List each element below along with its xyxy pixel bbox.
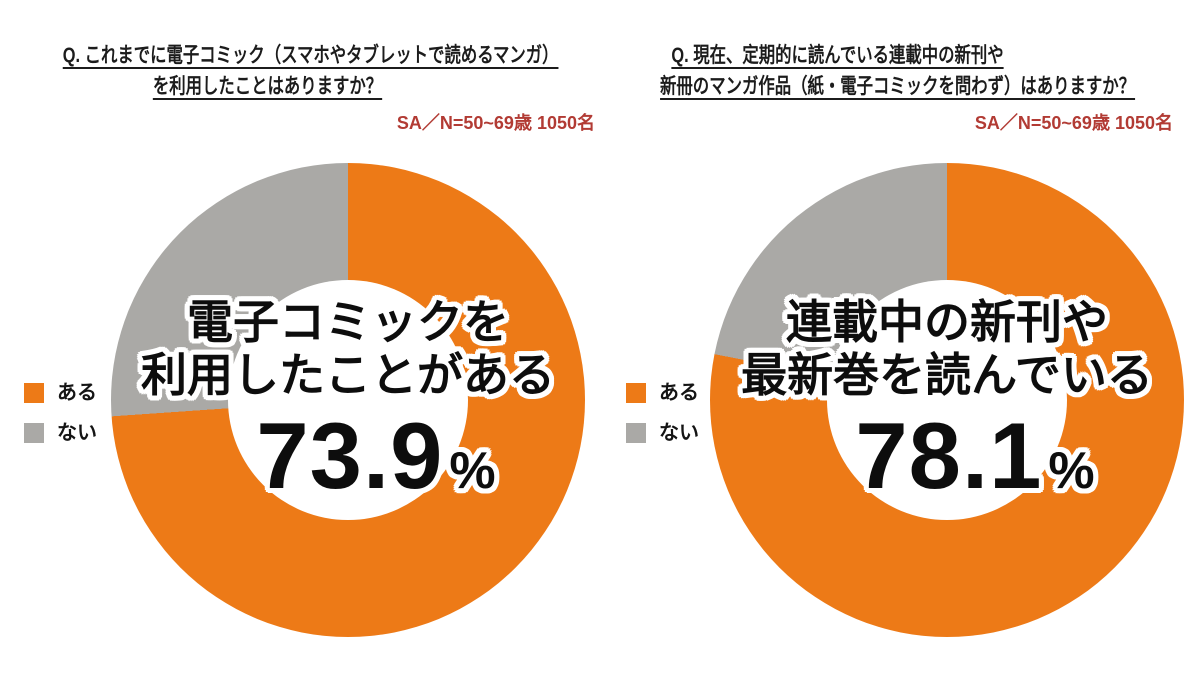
- legend-swatch-no: [24, 423, 44, 443]
- question-title-right: Q. 現在、定期的に読んでいる連載中の新刊や 新冊のマンガ作品（紙・電子コミック…: [660, 40, 1136, 102]
- legend-label-yes: ある: [659, 382, 699, 404]
- donut-center-right: 連載中の新刊や 最新巻を読んでいる 78.1 %: [627, 163, 1200, 508]
- question-title-right-line1: Q. 現在、定期的に読んでいる連載中の新刊や: [671, 44, 1004, 67]
- question-title-left-line2: を利用したことはありますか？: [152, 75, 383, 98]
- donut-center-left: 電子コミックを 利用したことがある 73.9 %: [28, 163, 668, 503]
- percent-number-left: 73.9: [256, 403, 444, 508]
- donut-hole-left: [228, 280, 468, 520]
- legend-item-no: ない: [24, 423, 97, 443]
- legend-item-no: ない: [626, 423, 699, 443]
- legend-left: ある ない: [24, 383, 97, 443]
- legend-item-yes: ある: [626, 383, 699, 403]
- question-title-right-line2: 新冊のマンガ作品（紙・電子コミックを問わず）はありますか？: [660, 75, 1136, 98]
- legend-right: ある ない: [626, 383, 699, 443]
- legend-item-yes: ある: [24, 383, 97, 403]
- donut-hole-right: [827, 280, 1067, 520]
- percent-number-right: 78.1: [855, 403, 1043, 508]
- legend-label-yes: ある: [57, 382, 97, 404]
- legend-label-no: ない: [659, 422, 699, 444]
- donut-center-label-right: 連載中の新刊や 最新巻を読んでいる: [741, 296, 1153, 401]
- percent-unit-left: %: [449, 442, 496, 500]
- donut-center-label-left: 電子コミックを 利用したことがある: [141, 296, 555, 401]
- question-title-left: Q. これまでに電子コミック（スマホやタブレットで読めるマンガ） を利用したこと…: [62, 40, 559, 102]
- donut-center-value-left: 73.9 %: [56, 403, 696, 508]
- legend-swatch-yes: [24, 383, 44, 403]
- legend-swatch-no: [626, 423, 646, 443]
- sample-note-left: SA／N=50~69歳 1050名: [396, 113, 595, 133]
- legend-label-no: ない: [57, 422, 97, 444]
- legend-swatch-yes: [626, 383, 646, 403]
- donut-chart-right: 連載中の新刊や 最新巻を読んでいる 78.1 %: [710, 163, 1184, 637]
- percent-unit-right: %: [1048, 442, 1095, 500]
- question-title-left-line1: Q. これまでに電子コミック（スマホやタブレットで読めるマンガ）: [62, 44, 559, 67]
- donut-chart-left: 電子コミックを 利用したことがある 73.9 %: [111, 163, 585, 637]
- sample-note-right: SA／N=50~69歳 1050名: [974, 113, 1173, 133]
- donut-center-value-right: 78.1 %: [655, 403, 1200, 508]
